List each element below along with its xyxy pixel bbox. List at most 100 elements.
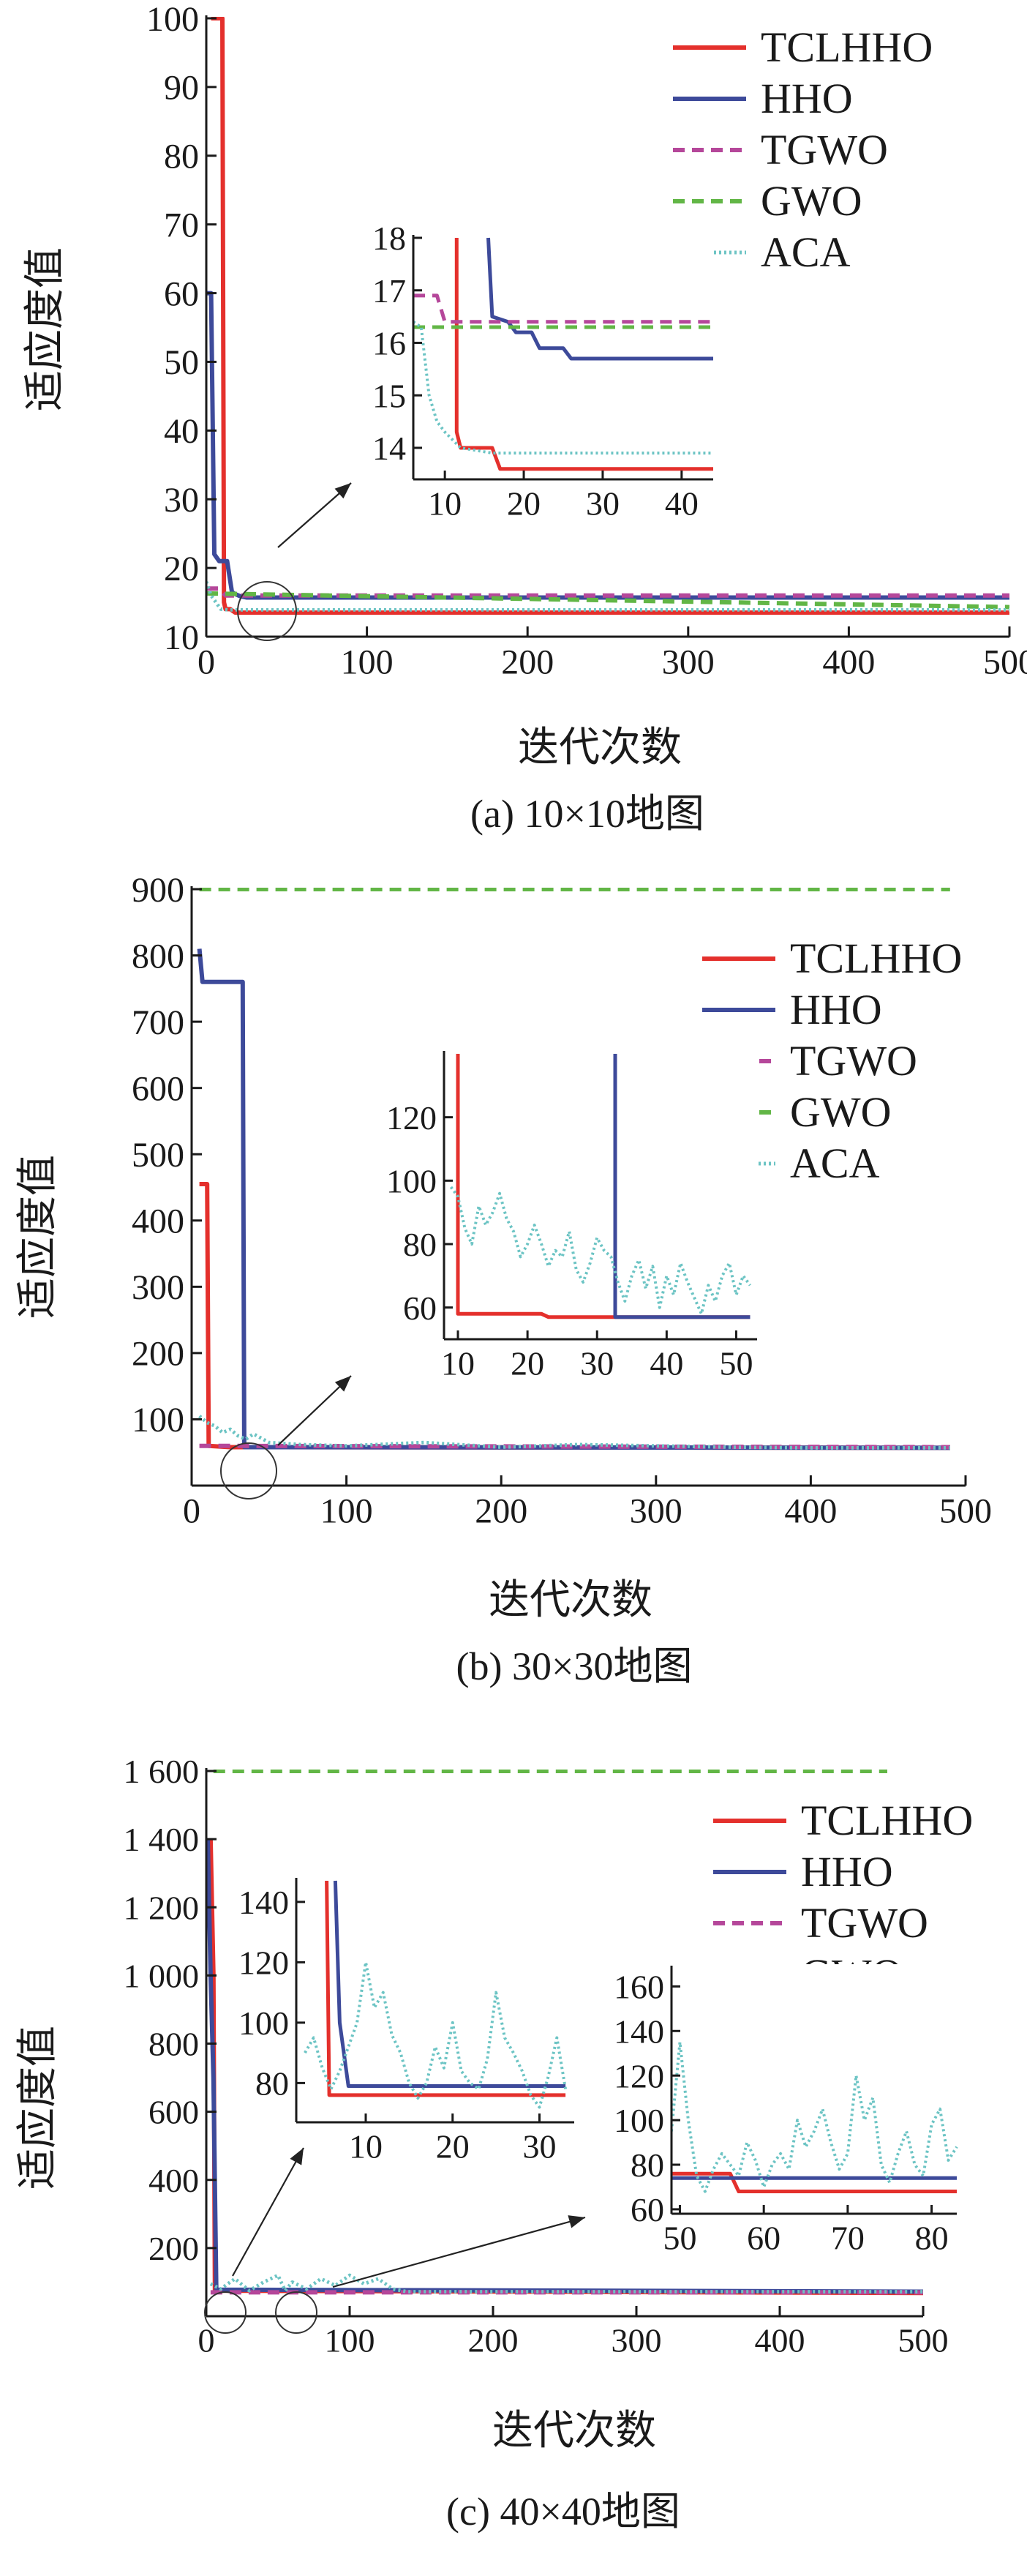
panel-b-inset-1-x-tick-label: 30: [580, 1344, 614, 1382]
panel-a-legend-label: GWO: [761, 177, 862, 225]
panel-b-inset-1-x-tick-label: 40: [650, 1344, 683, 1382]
panel-b-y-tick-label: 900: [132, 871, 184, 910]
panel-a-y-tick-label: 90: [164, 69, 199, 108]
panel-b: 0 100 200 300 400 500 100 200 300 400 500 600 700 800…: [15, 871, 992, 1688]
panel-a-main-series-aca-line: [206, 581, 1009, 612]
panel-a-y-tick-label: 10: [164, 618, 199, 657]
panel-c-caption: (c) 40×40地图: [446, 2490, 680, 2534]
panel-a-x-tick-label: 400: [822, 643, 875, 681]
panel-b-x-axis-label: 迭代次数: [489, 1578, 652, 1623]
panel-b-y-tick-label: 100: [132, 1401, 184, 1439]
panel-b-inset-1-x-tick-label: 20: [511, 1344, 544, 1382]
panel-c-y-tick-label: 1 200: [124, 1889, 200, 1926]
panel-c-y-tick-label: 200: [148, 2230, 199, 2267]
panel-c-inset-2-y-tick-label: 100: [614, 2102, 664, 2139]
panel-a-inset-1-series-tclhho-line: [454, 238, 713, 471]
panel-a-y-axis-label: 适应度值: [23, 247, 68, 411]
panel-a-zoom-arrowhead: [334, 483, 351, 499]
panel-c-inset-1-series-tclhho-line: [325, 1880, 566, 2097]
panel-a-y-tick-label: 30: [164, 481, 199, 520]
panel-c-x-tick-label: 200: [468, 2321, 519, 2359]
panel-b-y-tick-label: 600: [132, 1069, 184, 1108]
panel-b-y-tick-label: 300: [132, 1268, 184, 1307]
panel-b-inset-1-x-tick-label: 50: [719, 1344, 753, 1382]
panel-a-x-tick-label: 200: [501, 643, 554, 681]
panel-b-zoom-arrow: [277, 1375, 352, 1446]
panel-b-main-series-group: [197, 888, 950, 1450]
panel-b-inset-1-y-tick-label: 120: [386, 1099, 437, 1137]
panel-b-inset-1-series-hho-line: [613, 1054, 750, 1319]
panel-a-inset-1-y-tick-label: 14: [372, 430, 406, 467]
panel-b-inset-1-series-group: [449, 1054, 752, 1319]
panel-c-x-tick-label: 400: [755, 2321, 805, 2359]
panel-b-x-tick-label: 0: [183, 1491, 200, 1530]
panel-c-inset-2-y-tick-label: 160: [614, 1968, 664, 2005]
panel-b-y-axis-label: 适应度值: [15, 1155, 61, 1319]
panel-b-y-tick-label: 500: [132, 1136, 184, 1175]
panel-c-zoom-arrowhead: [568, 2215, 585, 2228]
panel-a-y-tick-label: 20: [164, 550, 199, 588]
panel-a-main-series-tgwo-line: [206, 586, 1009, 598]
panel-a-inset-1-y-tick-label: 15: [372, 377, 406, 414]
panel-c-y-tick-label: 1 600: [124, 1753, 200, 1790]
panel-c-legend-label: TGWO: [801, 1899, 928, 1947]
panel-a-inset-1-y-tick-label: 16: [372, 325, 406, 362]
panel-a-zoom-arrow: [277, 482, 352, 548]
panel-b-y-tick-label: 700: [132, 1003, 184, 1042]
panel-c-x-tick-label: 300: [612, 2321, 662, 2359]
panel-c-zoom-arrow: [232, 2147, 304, 2277]
panel-a-legend-label: TCLHHO: [761, 23, 933, 71]
panel-a-main-series-gwo-line: [206, 591, 1010, 610]
panel-b-inset-1-x-tick-label: 10: [441, 1344, 475, 1382]
panel-c-inset-1-y-tick-label: 100: [238, 2004, 289, 2042]
panel-b-inset-1: 10 20 30 40 50 60 80 100 120: [386, 1049, 757, 1382]
panel-c-inset-1-series-group: [304, 1880, 568, 2109]
panel-b-caption: (b) 30×30地图: [456, 1644, 693, 1688]
panel-a-y-tick-label: 100: [146, 0, 199, 39]
panel-c-x-tick-label: 100: [325, 2321, 375, 2359]
panel-c-legend-label: TCLHHO: [801, 1797, 973, 1844]
panel-a-x-axis-label: 迭代次数: [518, 725, 682, 771]
panel-b-y-tick-label: 800: [132, 937, 184, 976]
panel-a-y-tick-label: 60: [164, 274, 199, 313]
panel-b-x-tick-label: 300: [630, 1491, 682, 1530]
panel-a-inset-1-x-tick-label: 40: [665, 484, 699, 522]
panel-c-x-tick-label: 500: [898, 2321, 949, 2359]
panel-c-zoom-circle: [204, 2291, 247, 2334]
panel-c-zoom-arrow: [332, 2216, 586, 2288]
panel-b-legend-label: HHO: [790, 986, 882, 1033]
panel-a-zoom-circle: [237, 581, 297, 641]
panel-c-inset-1-x-tick-label: 20: [436, 2127, 470, 2165]
panel-c-inset-2-y-tick-label: 140: [614, 2012, 664, 2050]
panel-a-x-tick-label: 500: [983, 643, 1027, 681]
panel-b-x-tick-label: 100: [320, 1491, 373, 1530]
panel-b-inset-1-y-tick-label: 80: [403, 1226, 437, 1263]
panel-b-inset-1-y-tick-label: 60: [403, 1289, 437, 1327]
panel-a-x-tick-label: 0: [198, 643, 215, 681]
panel-a-inset-1-series-group: [413, 237, 713, 471]
panel-c: 0 100 200 300 400 500 200 400 600 800 1 000 1 200 1 …: [15, 1753, 973, 2534]
panel-c-inset-2-y-tick-label: 120: [614, 2057, 664, 2094]
panel-b-legend-label: ACA: [790, 1139, 880, 1187]
panel-a-inset-1-y-tick-label: 18: [372, 220, 406, 257]
panel-c-inset-2-y-tick-label: 80: [631, 2146, 664, 2184]
panel-a-inset-1-y-tick-label: 17: [372, 272, 406, 310]
panel-c-inset-2-y-tick-label: 60: [631, 2191, 664, 2228]
panel-c-inset-1-series-aca-line: [304, 1961, 568, 2109]
panel-c-zoom-arrowhead: [290, 2148, 304, 2165]
panel-a-y-tick-label: 40: [164, 412, 199, 451]
panel-c-x-tick-label: 0: [198, 2321, 215, 2359]
panel-c-inset-2-x-tick-label: 60: [747, 2219, 780, 2256]
panel-c-inset-1-series-hho-line: [333, 1880, 566, 2088]
panel-a-inset-1-x-tick-label: 10: [428, 484, 462, 522]
panel-b-zoom-arrowhead: [334, 1376, 351, 1392]
panel-c-inset-2-x-tick-label: 50: [663, 2219, 696, 2256]
panel-a-inset-1-background: [413, 233, 713, 479]
panel-b-y-tick-label: 200: [132, 1335, 184, 1374]
panel-c-inset-1-y-tick-label: 120: [238, 1944, 289, 1981]
panel-c-inset-2-x-tick-label: 70: [831, 2219, 865, 2256]
panel-a-inset-1-series-hho-line: [486, 237, 713, 361]
